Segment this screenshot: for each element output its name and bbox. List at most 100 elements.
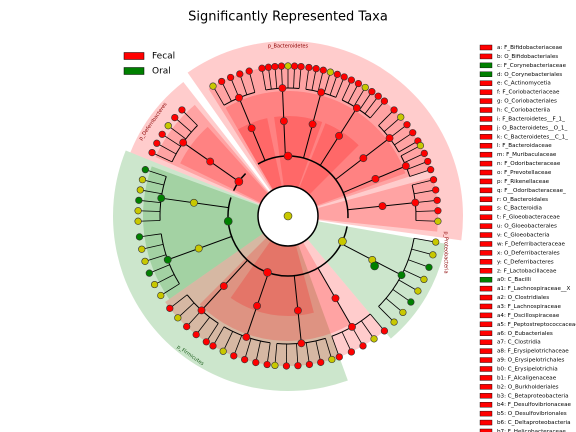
node — [134, 217, 142, 225]
node — [347, 76, 355, 84]
branch — [392, 289, 412, 303]
branch — [161, 133, 181, 147]
branch — [413, 189, 436, 195]
node — [242, 333, 251, 341]
branch — [341, 79, 352, 101]
node — [317, 358, 325, 366]
clade-sector — [238, 118, 282, 191]
branch — [403, 269, 425, 280]
key-label: b4: F_Desulfovibrionaceae — [497, 402, 572, 408]
branch — [151, 152, 173, 163]
node — [206, 157, 215, 166]
key-swatch — [479, 71, 493, 77]
node — [150, 280, 159, 289]
branch — [383, 116, 402, 132]
branch — [138, 220, 161, 222]
branch — [385, 297, 404, 313]
node — [219, 282, 228, 290]
clade-sector — [225, 91, 406, 206]
node — [271, 361, 279, 370]
node — [183, 322, 191, 331]
node — [219, 347, 227, 355]
key-label: l: F_Bacteroidaceae — [497, 143, 552, 149]
key-swatch — [479, 294, 493, 301]
node — [371, 174, 380, 183]
branch — [331, 336, 340, 358]
branch — [398, 140, 419, 153]
node — [234, 177, 244, 186]
key-label: a1: F_Lachnospiraceae__X — [497, 286, 571, 292]
node — [434, 217, 442, 225]
node — [174, 314, 182, 322]
node — [420, 149, 428, 157]
node — [385, 134, 394, 142]
key-swatch — [479, 134, 493, 140]
node — [163, 255, 172, 264]
branch — [139, 233, 162, 238]
key-label: a3: F_Lachnospiraceae — [497, 304, 561, 310]
node — [164, 122, 172, 130]
node — [427, 166, 435, 174]
key-label: c: F_Corynebacteriaceae — [497, 63, 567, 69]
clade-label: p_Proteobacteria — [442, 231, 448, 273]
node — [153, 139, 161, 147]
node — [290, 62, 299, 70]
branch — [317, 70, 324, 92]
key-swatch — [479, 89, 493, 95]
branch — [140, 189, 163, 195]
key-swatch — [479, 402, 493, 408]
key: a: F_Bifidobacteriaceae b: O_Bifidobacter… — [479, 44, 576, 432]
node — [432, 238, 440, 246]
title: Significantly Represented Taxa — [188, 10, 388, 25]
key-swatch — [479, 303, 493, 310]
clade-label: p_Bacteroidetes — [268, 44, 309, 50]
branch — [359, 91, 373, 111]
node — [263, 268, 272, 277]
key-swatch — [479, 53, 493, 60]
key-swatch — [479, 250, 493, 256]
key-label: e: C_Actinomycetia — [497, 81, 551, 87]
branch — [400, 145, 421, 157]
node — [333, 70, 341, 78]
branch — [149, 264, 170, 274]
key-swatch — [479, 384, 493, 390]
node — [138, 245, 146, 253]
branch — [181, 109, 198, 126]
node — [308, 120, 317, 129]
node — [209, 82, 217, 90]
node — [283, 211, 293, 221]
node — [335, 131, 343, 140]
node — [141, 166, 149, 174]
branch — [255, 340, 261, 363]
node — [241, 355, 249, 364]
node — [245, 67, 253, 75]
node — [134, 207, 142, 215]
key-label: a7: C_Clostridia — [497, 340, 541, 346]
branch — [212, 85, 225, 106]
branch — [415, 220, 438, 222]
branch — [227, 197, 348, 277]
branch — [233, 335, 243, 356]
key-swatch — [479, 428, 493, 432]
branch — [138, 210, 161, 212]
node — [434, 207, 442, 215]
branch — [257, 155, 349, 219]
node — [380, 97, 389, 105]
node — [359, 342, 367, 350]
key-label: a8: F_Erysipelotrichaceae — [497, 349, 569, 355]
clade-sector — [180, 126, 268, 203]
node — [178, 106, 186, 114]
key-swatch — [479, 169, 493, 176]
key-swatch — [479, 205, 493, 211]
node — [424, 157, 432, 166]
nodes — [134, 62, 442, 370]
node — [279, 117, 288, 125]
key-label: t: F_Gloeobacteraceae — [497, 215, 560, 221]
node — [420, 275, 428, 283]
key-label: i: F_Bacteroidetes__F_1_ — [497, 116, 565, 122]
branch — [323, 71, 331, 94]
branch — [408, 259, 430, 268]
node — [432, 186, 440, 194]
key-label: b1: F_Alcaligenaceae — [497, 375, 557, 381]
branch — [394, 132, 413, 146]
